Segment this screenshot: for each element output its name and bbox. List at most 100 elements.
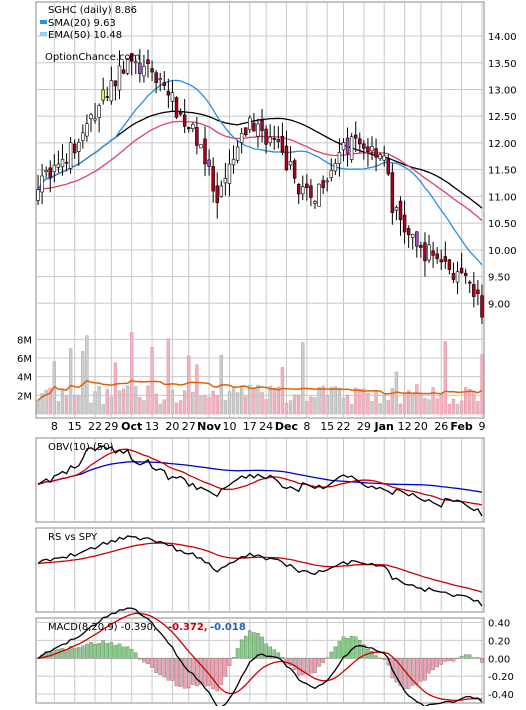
macd-histogram-bar [203,658,207,687]
candle-body [182,114,187,127]
macd-line [37,607,483,708]
candle-body [398,200,403,221]
macd-histogram-bar [178,658,183,687]
volume-bar [427,399,431,415]
candle-body [195,127,199,146]
obv-line [37,445,483,517]
volume-bar [101,404,105,415]
date-tick-label: 29 [357,420,371,433]
volume-bar [284,402,289,415]
volume-bar [374,391,378,415]
macd-histogram-bar [158,658,162,675]
candle-body [455,271,460,283]
candle-body [231,159,236,166]
volume-bar [480,354,484,415]
volume-bar [231,386,236,415]
macd-histogram-bar [272,649,277,659]
candle-body [427,244,431,261]
macd-histogram-bar [431,658,435,671]
macd-histogram-bar [419,658,423,682]
candle-body [215,185,219,204]
volume-bar [386,400,390,415]
macd-histogram-bar [72,647,77,659]
macd-histogram-bar [370,650,374,659]
price-tick-label: 12.50 [488,112,517,123]
volume-bar [329,386,333,415]
macd-tick-label: -0.20 [488,672,514,683]
candle-body [109,80,114,102]
macd-histogram-bar [134,652,138,659]
macd-histogram-bar [125,646,130,659]
volume-bar [358,388,362,415]
volume-bar [97,386,101,415]
macd-signal-line [37,612,483,702]
volume-bar [93,391,97,415]
volume-bar [321,385,325,415]
date-tick-label: 26 [434,420,448,433]
candle-body [40,175,44,193]
volume-bar [239,386,244,415]
candle-body [244,127,248,136]
volume-bar [476,401,480,415]
macd-histogram-bar [309,658,313,674]
candle-body [406,228,411,236]
volume-bar [325,395,329,415]
candle-body [56,163,61,168]
price-tick-label: 10.00 [488,246,517,257]
macd-histogram-bar [268,646,272,659]
date-tick-label: Dec [275,420,298,433]
volume-bar [105,389,109,415]
volume-bar [333,386,338,415]
candle-body [341,142,346,151]
volume-tick-label: 6M [17,354,32,365]
volume-bar [191,392,195,415]
volume-bar [301,342,305,415]
macd-histogram-bar [427,658,431,674]
candle-body [85,123,89,137]
volume-bar [382,395,386,415]
volume-bar [117,390,122,415]
obv-ma10-line [37,448,483,506]
volume-bar [439,393,443,415]
macd-histogram-bar [374,655,378,659]
volume-bar [85,335,89,415]
candle-body [386,158,391,175]
candle-body [423,242,427,262]
panel-frame-1 [35,1,485,419]
candle-body [162,82,167,86]
volume-bar [463,387,468,415]
macd-histogram-bar [402,658,407,690]
volume-bar [77,395,81,415]
macd-histogram-bar [199,658,203,685]
candle-body [268,136,272,143]
macd-histogram-bar [76,647,81,659]
candle-body [333,163,338,172]
macd-histogram-bar [439,658,444,665]
volume-bar [244,396,248,415]
date-tick-label: 29 [104,420,118,433]
date-tick-label: 20 [165,420,179,433]
date-tick-label: Oct [121,420,142,433]
macd-histogram-bar [117,643,122,659]
volume-bar [178,400,183,415]
date-tick-label: 22 [336,420,350,433]
candle-body [321,180,325,189]
macd-histogram-bar [109,642,114,659]
legend-swatch [40,20,47,24]
legend-label: EMA(50) 10.48 [48,30,122,41]
volume-bar [402,393,407,415]
macd-histogram-bar [260,636,264,659]
macd-histogram-bar [463,654,468,659]
macd-histogram-bar [280,657,285,659]
volume-bar [345,394,350,415]
candle-body [166,90,171,96]
price-tick-label: 10.50 [488,219,517,230]
volume-bar [276,386,281,415]
candle-body [459,267,464,274]
macd-histogram-bar [362,644,366,659]
macd-histogram-bar [113,645,118,659]
candle-body [256,123,260,137]
macd-histogram-bar [243,635,248,659]
date-tick-label: 8 [303,420,310,433]
